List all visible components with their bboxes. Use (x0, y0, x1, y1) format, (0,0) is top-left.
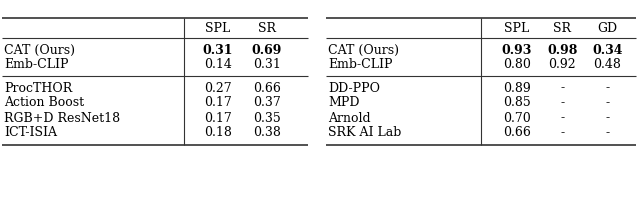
Text: RGB+D ResNet18: RGB+D ResNet18 (4, 112, 120, 124)
Text: 0.17: 0.17 (204, 97, 232, 109)
Text: 0.27: 0.27 (204, 82, 232, 95)
Text: 0.31: 0.31 (202, 44, 233, 57)
Text: 0.98: 0.98 (547, 44, 577, 57)
Text: 0.38: 0.38 (253, 126, 280, 139)
Text: 0.34: 0.34 (592, 44, 623, 57)
Text: 0.66: 0.66 (502, 126, 531, 139)
Text: Emb-CLIP: Emb-CLIP (4, 57, 68, 70)
Text: SR: SR (258, 21, 276, 34)
Text: SRK AI Lab: SRK AI Lab (328, 126, 401, 139)
Text: CAT (Ours): CAT (Ours) (328, 44, 399, 57)
Text: 0.17: 0.17 (204, 112, 232, 124)
Text: 0.70: 0.70 (503, 112, 531, 124)
Text: 0.93: 0.93 (502, 44, 532, 57)
Text: -: - (560, 126, 564, 139)
Text: SR: SR (553, 21, 572, 34)
Text: -: - (560, 97, 564, 109)
Text: 0.14: 0.14 (204, 57, 232, 70)
Text: Arnold: Arnold (328, 112, 371, 124)
Text: CAT (Ours): CAT (Ours) (4, 44, 75, 57)
Text: -: - (560, 112, 564, 124)
Text: -: - (605, 126, 609, 139)
Text: 0.35: 0.35 (253, 112, 280, 124)
Text: 0.89: 0.89 (503, 82, 531, 95)
Text: -: - (560, 82, 564, 95)
Text: GD: GD (597, 21, 618, 34)
Text: -: - (605, 97, 609, 109)
Text: ProcTHOR: ProcTHOR (4, 82, 72, 95)
Text: 0.37: 0.37 (253, 97, 280, 109)
Text: Emb-CLIP: Emb-CLIP (328, 57, 392, 70)
Text: Action Boost: Action Boost (4, 97, 84, 109)
Text: 0.69: 0.69 (252, 44, 282, 57)
Text: DD-PPO: DD-PPO (328, 82, 380, 95)
Text: 0.48: 0.48 (593, 57, 621, 70)
Text: 0.85: 0.85 (503, 97, 531, 109)
Text: 0.92: 0.92 (548, 57, 576, 70)
Text: ICT-ISIA: ICT-ISIA (4, 126, 57, 139)
Text: 0.31: 0.31 (253, 57, 280, 70)
Text: -: - (605, 112, 609, 124)
Text: -: - (605, 82, 609, 95)
Text: SPL: SPL (205, 21, 230, 34)
Text: 0.66: 0.66 (253, 82, 280, 95)
Text: 0.80: 0.80 (502, 57, 531, 70)
Text: SPL: SPL (504, 21, 529, 34)
Text: 0.18: 0.18 (204, 126, 232, 139)
Text: MPD: MPD (328, 97, 360, 109)
